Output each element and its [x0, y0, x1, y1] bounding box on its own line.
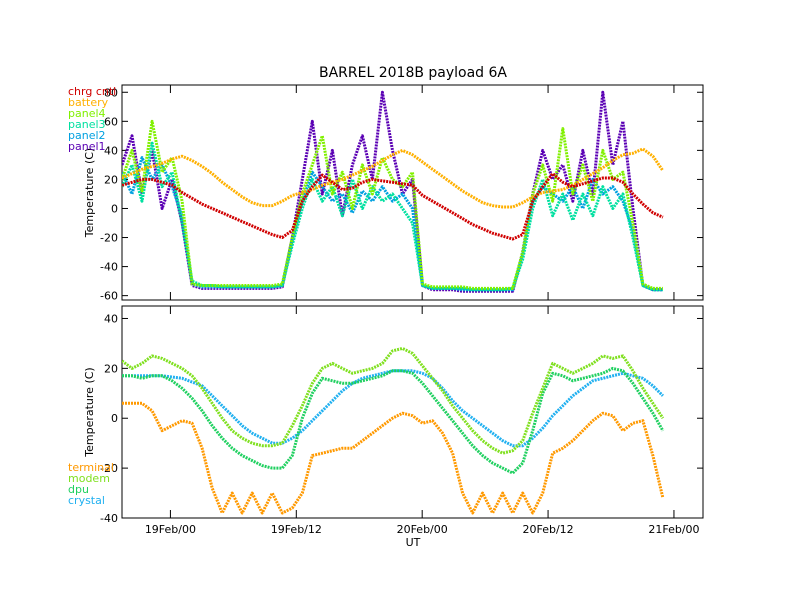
y-tick-label: 80: [104, 86, 118, 99]
y-tick-label: -20: [100, 232, 118, 245]
y-tick-label: 20: [104, 173, 118, 186]
legend-entry-terminal: terminal: [68, 461, 114, 474]
legend-entry-chrg-cntl: chrg cntl: [68, 85, 116, 98]
legend-entry-crystal: crystal: [68, 494, 105, 507]
y-tick-label: 40: [104, 312, 118, 325]
y-axis-label: Temperature (C): [83, 367, 96, 457]
y-axis-label: Temperature (C): [83, 148, 96, 238]
plot-frame: [121, 84, 704, 301]
y-tick-label: 0: [111, 412, 118, 425]
legend-entry-modem: modem: [68, 472, 110, 485]
y-tick-label: -40: [100, 261, 118, 274]
series-line-chrg-cntl: [122, 172, 664, 241]
top-temperature-panel: -60 -40 -20 0 20 40 60 80 Temperature (C) chrg cn…: [68, 84, 704, 303]
x-tick-label: 19Feb/12: [271, 523, 322, 536]
x-tick-label: 20Feb/12: [522, 523, 573, 536]
chart-title: BARREL 2018B payload 6A: [319, 65, 507, 81]
series-line-modem: [122, 346, 665, 455]
legend-entry-battery: battery: [68, 96, 109, 109]
y-tick-label: 60: [104, 115, 118, 128]
legend-entry-panel3: panel3: [68, 118, 106, 131]
series-line-dpu: [122, 366, 665, 475]
legend-entry-panel1: panel1: [68, 140, 106, 153]
y-tick-label: 40: [104, 144, 118, 157]
series-line-terminal: [122, 401, 665, 515]
legend-entry-panel4: panel4: [68, 107, 106, 120]
y-tick-label: -20: [100, 462, 118, 475]
legend-entry-panel2: panel2: [68, 129, 106, 142]
plot-frame: [121, 305, 704, 519]
y-tick-label: 0: [111, 202, 118, 215]
x-tick-label: 20Feb/00: [397, 523, 448, 536]
y-tick-label: 20: [104, 362, 118, 375]
series-line-panel3: [122, 141, 663, 292]
y-tick-label: -60: [100, 290, 118, 303]
series-line-panel1: [122, 90, 663, 293]
series-line-crystal: [122, 369, 664, 448]
x-tick-label: 19Feb/00: [145, 523, 196, 536]
bottom-temperature-panel: -40 -20 0 20 40 19Feb/00 19Feb/12 20Feb/00 20Feb…: [68, 305, 704, 536]
legend-entry-dpu: dpu: [68, 483, 89, 496]
x-tick-label: 21Feb/00: [648, 523, 699, 536]
x-axis-label: UT: [406, 536, 421, 549]
y-tick-label: -40: [100, 512, 118, 525]
series-line-panel4: [122, 119, 663, 290]
